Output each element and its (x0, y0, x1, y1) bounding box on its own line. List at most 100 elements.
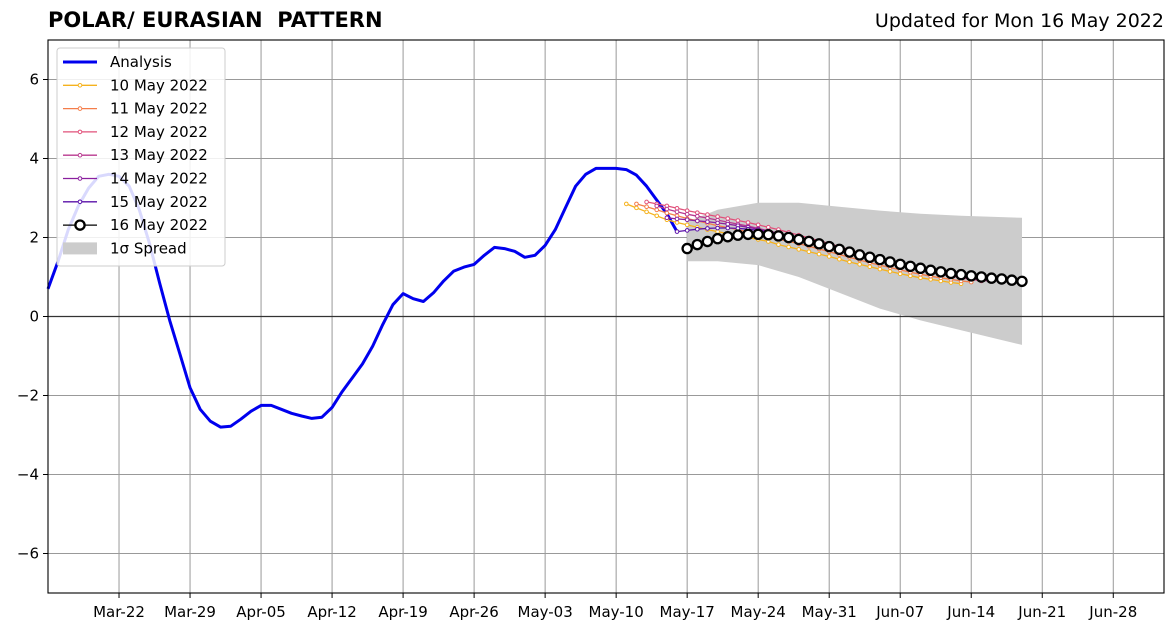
legend-label: 16 May 2022 (110, 216, 208, 234)
data-point (877, 266, 883, 272)
plot-frame (47, 39, 1165, 594)
data-point (826, 254, 832, 259)
legend-label: 1σ Spread (110, 239, 187, 257)
data-point (965, 270, 977, 282)
updated-date: Updated for Mon 16 May 2022 (874, 10, 1164, 32)
x-tick-label: Jun-14 (946, 603, 995, 621)
x-tick-label: Apr-12 (307, 603, 357, 621)
data-point (894, 258, 906, 271)
data-point (634, 201, 639, 207)
data-point (705, 226, 710, 231)
x-tick-label: May-03 (518, 603, 573, 621)
data-point (776, 242, 781, 247)
data-point (674, 209, 680, 215)
data-point (847, 259, 852, 265)
data-point (782, 231, 795, 244)
x-tick-label: Apr-19 (378, 603, 428, 621)
y-tick-label: 4 (29, 150, 39, 168)
data-point (955, 268, 967, 281)
data-point (691, 238, 704, 251)
data-point (874, 253, 886, 266)
data-point (843, 246, 856, 258)
data-point (695, 218, 700, 224)
legend: Analysis 10 May 2022 11 May 2022 12 May 202… (56, 47, 226, 267)
y-tick-label: 6 (29, 71, 39, 89)
series-line (626, 203, 962, 285)
legend-swatch (63, 242, 97, 255)
data-point (725, 225, 731, 231)
data-point (803, 235, 815, 248)
data-point (715, 220, 720, 226)
legend-marker (77, 106, 83, 111)
data-point (701, 235, 714, 248)
data-point (813, 238, 825, 250)
data-point (762, 228, 775, 241)
data-point (684, 228, 690, 233)
data-point (1016, 275, 1028, 288)
x-tick-label: Mar-29 (164, 603, 216, 621)
data-point (623, 201, 629, 207)
legend-marker (77, 199, 83, 205)
x-tick-label: Jun-07 (875, 603, 924, 621)
data-point (664, 215, 670, 221)
legend-box (56, 47, 226, 267)
data-point (857, 262, 862, 267)
y-tick-label: −4 (17, 466, 39, 484)
data-point (684, 222, 690, 228)
data-point (644, 199, 649, 205)
series-layer (46, 166, 1028, 429)
data-point (914, 262, 927, 275)
data-point (793, 233, 805, 246)
data-point (674, 216, 680, 222)
data-point (644, 204, 649, 209)
legend-label: 11 May 2022 (110, 100, 208, 118)
data-point (935, 266, 947, 278)
legend-marker (77, 129, 83, 135)
data-point (924, 264, 937, 277)
data-point (725, 221, 731, 227)
y-tick-label: 0 (29, 308, 39, 326)
data-point (786, 244, 791, 250)
data-point (654, 213, 660, 219)
data-point (1006, 274, 1018, 286)
data-point (867, 264, 873, 270)
data-point (705, 219, 710, 224)
legend-marker (77, 152, 83, 158)
data-point (732, 229, 744, 241)
x-tick-label: Jun-21 (1017, 603, 1066, 621)
x-tick-label: May-31 (802, 603, 857, 621)
data-point (864, 251, 876, 263)
data-point (904, 260, 917, 273)
y-tick-label: −6 (17, 545, 39, 563)
x-tick-label: Apr-05 (236, 603, 286, 621)
data-point (985, 272, 998, 284)
axis-layer: Mar-22 Mar-29 Apr-05 Apr-12 Apr-19 Apr-26 May-… (17, 39, 1165, 621)
x-tick-label: May-10 (589, 603, 644, 621)
data-point (634, 205, 639, 211)
data-point (681, 242, 693, 255)
data-point (975, 271, 988, 283)
legend-label: 10 May 2022 (110, 76, 208, 94)
legend-label: 14 May 2022 (110, 170, 208, 188)
legend-marker (77, 83, 83, 88)
data-point (772, 230, 785, 242)
x-tick-label: Jun-28 (1088, 603, 1137, 621)
legend-label: Analysis (110, 53, 172, 71)
x-tick-label: May-17 (660, 603, 715, 621)
data-point (995, 273, 1008, 285)
x-tick-label: May-24 (731, 603, 786, 621)
data-point (654, 207, 660, 213)
data-point (853, 249, 866, 261)
data-point (945, 267, 957, 280)
data-point (833, 243, 846, 256)
y-tick-label: −2 (17, 387, 39, 405)
data-point (654, 203, 660, 209)
data-point (796, 247, 802, 252)
data-point (695, 213, 700, 219)
data-point (752, 228, 764, 241)
data-point (684, 211, 690, 217)
data-point (711, 232, 724, 245)
data-point (742, 228, 754, 241)
x-tick-label: Apr-26 (449, 603, 499, 621)
